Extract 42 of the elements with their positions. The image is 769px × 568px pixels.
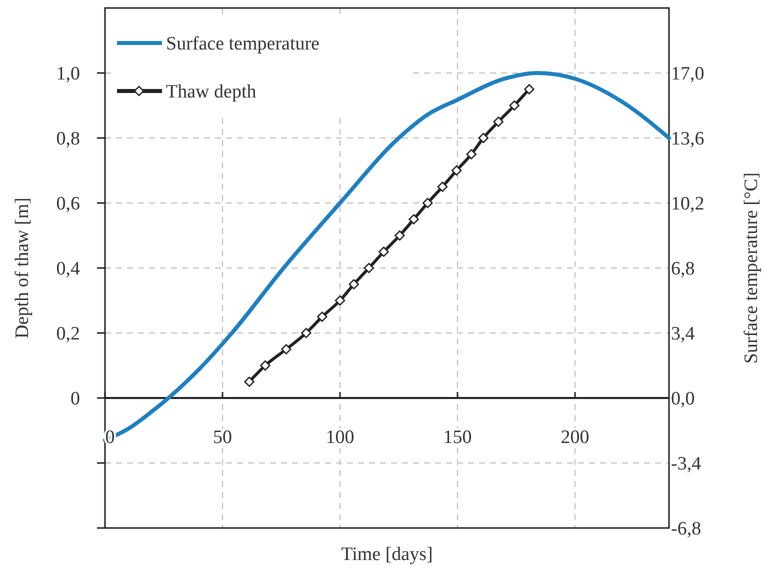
y2-tick-label: 3,4	[671, 324, 696, 345]
legend-label: Surface temperature	[166, 34, 320, 55]
y2-tick-label: 6,8	[671, 258, 695, 280]
point	[281, 344, 292, 354]
y-tick-label: 0,2	[56, 324, 80, 345]
y2-tick-label: 17,0	[671, 64, 704, 85]
point	[466, 149, 477, 160]
point	[378, 246, 389, 257]
y-tick-label: 0,4	[56, 258, 80, 280]
y2-tick-label: 10,2	[671, 194, 704, 215]
y-axis-title: Depth of thaw [m]	[12, 198, 33, 338]
point	[451, 165, 462, 176]
x-tick-label: 150	[443, 427, 472, 448]
point	[408, 214, 419, 224]
y2-tick-label: 13,6	[671, 128, 704, 150]
point	[509, 100, 520, 111]
x-tick-label: 50	[213, 427, 232, 448]
point	[301, 328, 312, 338]
y2-tick-label: -3,4	[671, 454, 702, 475]
point	[316, 312, 328, 322]
point	[422, 198, 433, 208]
legend-label: Thaw depth	[166, 82, 257, 103]
point	[394, 230, 405, 241]
point	[244, 376, 254, 387]
point	[524, 84, 534, 94]
x-tick-label: 200	[560, 427, 590, 448]
point	[364, 262, 374, 274]
x-tick-label: 100	[326, 427, 354, 448]
point	[260, 360, 270, 371]
y-tick-label: 0,6	[56, 194, 80, 215]
point	[437, 182, 448, 192]
y2-tick-label: 0,0	[671, 388, 695, 410]
x-axis-title: Time [days]	[341, 544, 433, 565]
point	[334, 295, 346, 306]
y2-tick-label: -6,8	[671, 518, 702, 540]
y2-axis-title: Surface temperature [°C]	[741, 172, 762, 364]
y-tick-label: 0	[70, 388, 80, 410]
point	[348, 279, 360, 290]
point	[478, 132, 488, 144]
point	[493, 116, 504, 127]
y-tick-label: 1,0	[56, 64, 80, 85]
y-tick-label: 0,8	[56, 128, 80, 150]
